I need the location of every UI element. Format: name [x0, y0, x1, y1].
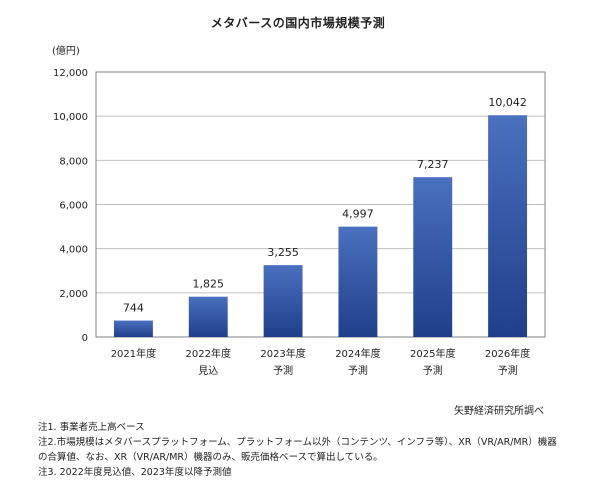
- x-tick-label: 予測: [273, 364, 293, 377]
- bar: [338, 226, 378, 337]
- note-1: 注1. 事業者売上高ベース: [38, 422, 145, 433]
- source-label: 矢野経済研究所調べ: [454, 406, 544, 417]
- chart-title: メタバースの国内市場規模予測: [210, 16, 386, 30]
- x-tick-label: 予測: [348, 364, 368, 377]
- x-tick-label: 見込: [198, 365, 218, 377]
- data-label: 10,042: [488, 96, 527, 109]
- data-label: 4,997: [342, 208, 374, 221]
- bar: [263, 265, 303, 337]
- gridlines: [96, 71, 545, 294]
- note-2: 注2.市場規模はメタバースプラットフォーム、プラットフォーム以外（コンテンツ、イ…: [38, 437, 557, 448]
- note-2-continued: の合算値、なお、XR（VR/AR/MR）機器のみ、販売価格ベースで算出している。: [38, 452, 383, 463]
- y-tick-label: 10,000: [53, 112, 88, 123]
- x-tick-label: 2022年度: [186, 347, 231, 360]
- x-tick-label: 2026年度: [485, 347, 530, 360]
- y-tick-label: 12,000: [53, 68, 88, 79]
- x-tick-label: 予測: [498, 364, 518, 377]
- labels: 0 2,000 4,000 6,000 8,000 10,000 12,000 744 2021…: [53, 68, 530, 377]
- y-tick-label: 0: [82, 333, 88, 344]
- x-tick-label: 2024年度: [335, 347, 380, 360]
- x-tick-label: 2025年度: [410, 347, 455, 360]
- y-tick-label: 8,000: [59, 156, 88, 167]
- bar: [113, 320, 153, 337]
- note-3: 注3. 2022年度見込値、2023年度以降予測値: [38, 467, 232, 478]
- bar: [488, 115, 528, 337]
- y-tick-label: 6,000: [59, 201, 88, 212]
- plot-area-border: [95, 71, 546, 338]
- y-axis-unit-label: (億円): [52, 46, 80, 57]
- x-tick-label: 2023年度: [260, 347, 305, 360]
- bar: [413, 177, 453, 337]
- x-tick-label: 予測: [423, 364, 443, 377]
- bar: [188, 296, 228, 337]
- data-label: 7,237: [417, 158, 449, 171]
- bars: [113, 115, 528, 337]
- axes: [95, 71, 546, 338]
- y-tick-label: 2,000: [59, 289, 88, 300]
- x-tick-label: 2021年度: [111, 347, 156, 360]
- data-label: 1,825: [193, 278, 225, 291]
- notes: 注1. 事業者売上高ベース 注2.市場規模はメタバースプラットフォーム、プラット…: [38, 420, 578, 480]
- y-tick-label: 4,000: [59, 245, 88, 256]
- data-label: 744: [123, 302, 144, 315]
- data-label: 3,255: [267, 246, 299, 259]
